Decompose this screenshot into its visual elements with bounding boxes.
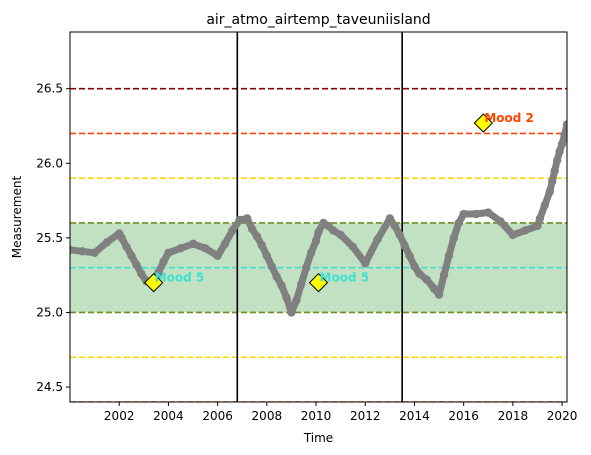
series-point [188, 239, 198, 249]
series-point [439, 270, 449, 280]
annotation-label-0: Mood 5 [155, 271, 205, 285]
series-point [336, 230, 345, 240]
series-point [385, 214, 395, 223]
series-point [557, 139, 567, 149]
series-point [562, 120, 567, 129]
series-point [361, 259, 370, 268]
series-point [262, 251, 272, 260]
x-tick-label: 2006 [202, 409, 233, 423]
series-point [444, 251, 454, 260]
series-point [292, 296, 301, 305]
series-point [405, 251, 414, 260]
plot-area [70, 32, 567, 402]
series-point [496, 217, 505, 226]
series-point [520, 226, 530, 235]
series-point [449, 233, 459, 243]
x-axis-label: Time [303, 431, 333, 445]
series-point [127, 251, 136, 260]
series-point [228, 226, 237, 235]
series-point [220, 239, 230, 249]
series-point [390, 221, 399, 231]
series-point [410, 262, 419, 271]
series-point [329, 226, 338, 235]
series-point [555, 147, 564, 156]
series-point [164, 248, 173, 258]
series-point [272, 272, 281, 281]
series-point [545, 187, 554, 196]
y-tick-label: 25.5 [36, 231, 63, 245]
series-point [201, 244, 210, 253]
series-point [277, 281, 286, 290]
y-tick-label: 24.5 [36, 380, 63, 394]
series-point [287, 308, 296, 317]
series-point [311, 236, 321, 246]
series-point [242, 214, 252, 223]
chart-title: air_atmo_airtemp_taveuniisland [206, 12, 430, 28]
series-point [90, 248, 99, 258]
series-point [297, 279, 306, 289]
annotation-marker-1 [308, 272, 329, 293]
x-tick-label: 2002 [104, 409, 135, 423]
series-point [550, 166, 559, 175]
series-point [252, 232, 262, 241]
series-point [122, 242, 131, 252]
y-tick-label: 26.5 [36, 82, 63, 96]
series-point [459, 209, 468, 219]
series-point [484, 208, 493, 217]
series-point [535, 214, 545, 223]
series-point [257, 241, 267, 250]
y-axis-label: Measurement [10, 176, 24, 259]
x-tick-label: 2016 [448, 409, 479, 423]
series-point [508, 230, 518, 240]
series-point [429, 284, 439, 293]
series-point [454, 218, 463, 228]
series-point [395, 230, 404, 240]
x-tick-label: 2004 [153, 409, 184, 423]
series-point [154, 268, 163, 277]
x-tick-label: 2008 [252, 409, 283, 423]
annotation-marker-0 [143, 272, 164, 293]
x-tick-label: 2010 [301, 409, 332, 423]
series-point [422, 275, 431, 284]
series-point [348, 242, 358, 252]
series-point [213, 251, 222, 260]
series-point [267, 262, 276, 271]
series-point [560, 130, 567, 140]
y-tick-label: 25.0 [36, 305, 63, 319]
series-point [434, 290, 444, 299]
annotation-label-2: Mood 2 [484, 111, 534, 125]
series-point [415, 269, 424, 278]
series-point [176, 244, 185, 253]
x-tick-label: 2014 [399, 409, 430, 423]
x-tick-label: 2012 [350, 409, 381, 423]
x-tick-label: 2018 [498, 409, 529, 423]
plot-frame [69, 31, 568, 403]
x-tick-label: 2020 [547, 409, 578, 423]
axes: 2002 2004 2006 2008 2010 2012 2014 2016 2018 2020… [36, 31, 578, 423]
series-point [548, 176, 557, 186]
series-point [159, 257, 168, 266]
series-point [282, 293, 291, 302]
series-point [533, 221, 542, 231]
series-point [247, 224, 257, 234]
series-point [471, 209, 481, 219]
series-point [137, 269, 146, 278]
annotation-marker-2 [473, 113, 494, 133]
series-point [540, 200, 550, 210]
series-point [314, 227, 323, 237]
annotation-label-1: Mood 5 [320, 271, 370, 285]
series-point [78, 247, 87, 256]
series-point [102, 238, 112, 247]
series-point [70, 245, 75, 255]
series-point [552, 156, 562, 165]
series-point [117, 233, 126, 243]
series-point [301, 263, 311, 272]
series-point [132, 260, 141, 269]
series-point [373, 235, 382, 244]
series-point [400, 241, 409, 250]
y-tick-label: 26.0 [36, 156, 63, 170]
series-point [235, 215, 244, 225]
series-point [306, 248, 316, 258]
